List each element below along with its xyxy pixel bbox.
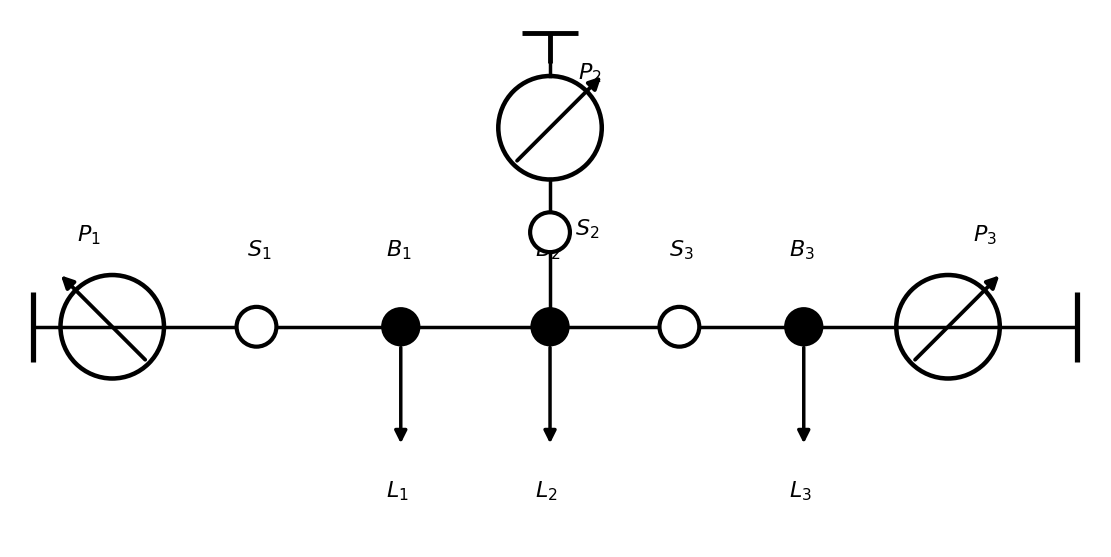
Circle shape	[383, 309, 419, 345]
Text: $\mathit{B}_{2}$: $\mathit{B}_{2}$	[536, 238, 561, 262]
Circle shape	[532, 309, 568, 345]
Text: $\mathit{S}_{3}$: $\mathit{S}_{3}$	[670, 238, 694, 262]
Text: $\mathit{L}_{2}$: $\mathit{L}_{2}$	[536, 479, 558, 503]
Circle shape	[785, 309, 822, 345]
Text: $\mathit{L}_{3}$: $\mathit{L}_{3}$	[789, 479, 812, 503]
Text: $\mathit{B}_{3}$: $\mathit{B}_{3}$	[789, 238, 814, 262]
Text: $\mathit{L}_{1}$: $\mathit{L}_{1}$	[386, 479, 409, 503]
Text: $\mathit{B}_{1}$: $\mathit{B}_{1}$	[386, 238, 411, 262]
Circle shape	[530, 212, 570, 252]
Circle shape	[237, 307, 277, 346]
Circle shape	[660, 307, 699, 346]
Text: $\mathit{P}_{1}$: $\mathit{P}_{1}$	[78, 223, 101, 247]
Text: $\mathit{P}_{3}$: $\mathit{P}_{3}$	[973, 223, 997, 247]
Text: $\mathit{P}_{2}$: $\mathit{P}_{2}$	[578, 61, 601, 85]
Text: $\mathit{S}_{2}$: $\mathit{S}_{2}$	[574, 218, 599, 241]
Text: $\mathit{S}_{1}$: $\mathit{S}_{1}$	[247, 238, 271, 262]
